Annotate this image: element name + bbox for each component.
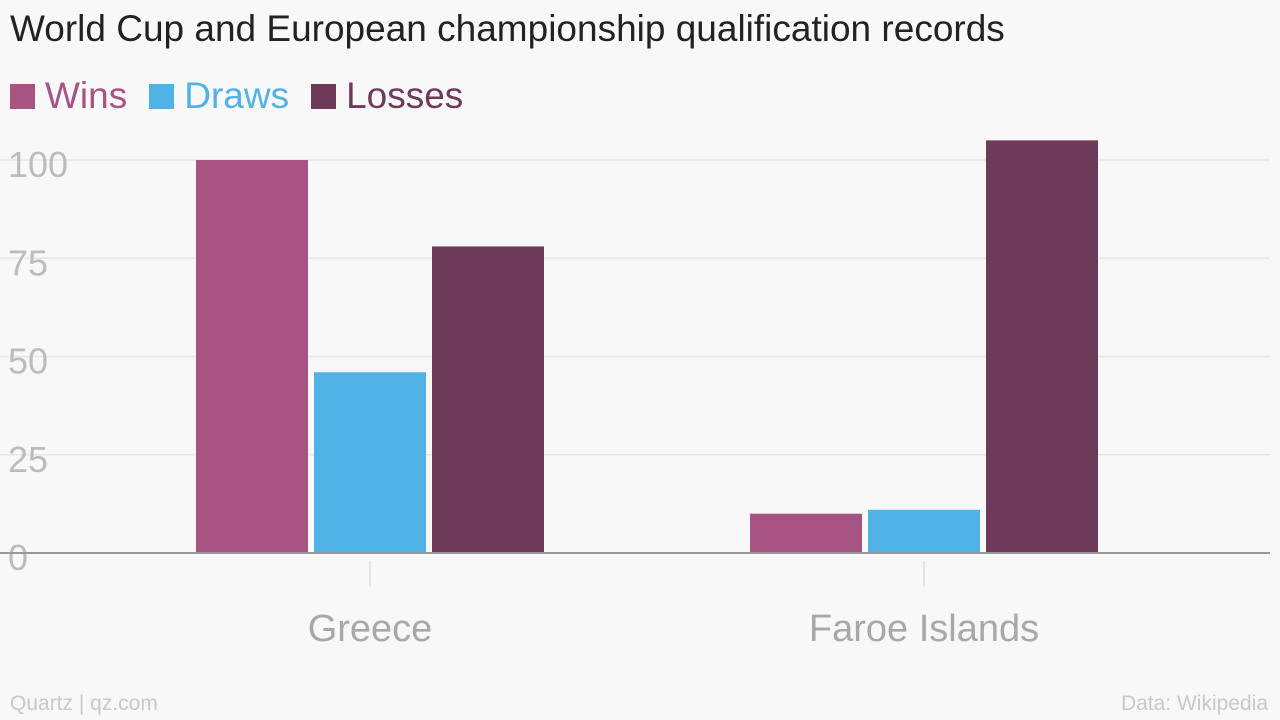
bar-draws-faroe-islands (868, 509, 980, 553)
legend-item-draws: Draws (149, 75, 289, 117)
legend-swatch-losses (311, 83, 337, 109)
bar-wins-faroe-islands (750, 513, 862, 553)
legend-item-losses: Losses (311, 75, 463, 117)
legend-label-losses: Losses (346, 75, 464, 116)
bar-wins-greece (196, 160, 308, 553)
source-credit: Quartz | qz.com (10, 692, 158, 715)
chart-title: World Cup and European championship qual… (10, 8, 1005, 49)
legend-item-wins: Wins (10, 75, 127, 117)
y-tick-label: 50 (8, 341, 48, 382)
legend-swatch-draws (149, 83, 175, 109)
y-tick-label: 100 (8, 144, 68, 185)
legend-label-draws: Draws (184, 75, 290, 116)
x-tick-label: Faroe Islands (809, 608, 1039, 650)
y-tick-label: 0 (8, 537, 28, 578)
legend-label-wins: Wins (45, 75, 128, 116)
y-tick-label: 25 (8, 439, 48, 480)
bar-draws-greece (314, 372, 426, 553)
chart-legend: Wins Draws Losses (10, 74, 485, 118)
y-tick-label: 75 (8, 242, 48, 283)
data-source: Data: Wikipedia (1120, 692, 1268, 715)
legend-swatch-wins (10, 83, 35, 109)
x-tick-label: Greece (308, 608, 433, 650)
bar-losses-faroe-islands (986, 140, 1098, 553)
bar-losses-greece (432, 246, 544, 553)
